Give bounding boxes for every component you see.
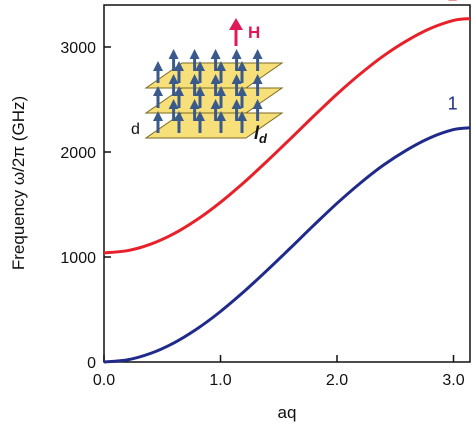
series-label-1: 1 xyxy=(448,94,458,114)
y-tick-label: 3000 xyxy=(60,40,96,57)
spin-arrow-icon xyxy=(174,61,184,83)
series-group xyxy=(103,17,471,364)
spin-arrow-icon xyxy=(252,99,263,121)
x-tick-label: 1.0 xyxy=(209,372,231,389)
layer-length-label: ld xyxy=(254,123,268,146)
plate-middle xyxy=(144,87,284,114)
spin-arrow-icon xyxy=(210,99,221,121)
x-tick-label: 2.0 xyxy=(326,372,348,389)
spin-arrow-icon xyxy=(195,86,205,108)
spin-arrow-icon xyxy=(195,61,205,83)
spin-arrow-icon xyxy=(189,99,200,121)
layer-length-main: l xyxy=(254,123,260,143)
spin-arrow-icon xyxy=(231,74,242,96)
spin-arrow-icon xyxy=(231,49,242,71)
series-line-1 xyxy=(103,126,471,364)
series-label-2: 2 xyxy=(448,0,458,4)
spin-arrow-icon xyxy=(195,111,205,133)
spin-arrow-icon xyxy=(189,74,200,96)
spin-arrow-icon xyxy=(174,111,184,133)
spin-arrow-icon xyxy=(153,86,163,108)
spin-arrow-icon xyxy=(216,111,226,133)
field-label: H xyxy=(248,23,260,42)
spin-arrow-icon xyxy=(153,111,163,133)
spin-arrow-icon xyxy=(174,86,184,108)
field-arrow-icon xyxy=(229,18,243,46)
spin-arrow-icon xyxy=(237,61,247,83)
spin-arrow-icon xyxy=(189,49,200,71)
plot-frame xyxy=(103,4,471,363)
series-line-2 xyxy=(103,17,471,255)
spin-arrow-icon xyxy=(168,74,179,96)
spin-arrow-icon xyxy=(168,49,179,71)
spin-arrows xyxy=(153,49,263,133)
spin-arrow-icon xyxy=(237,111,247,133)
plate-top xyxy=(144,62,284,89)
spin-arrow-icon xyxy=(210,74,221,96)
y-axis-ticks: 0 1000 2000 3000 xyxy=(60,40,111,372)
spin-arrow-icon xyxy=(153,61,163,83)
spin-arrow-icon xyxy=(168,99,179,121)
x-tick-label: 0.0 xyxy=(93,372,115,389)
layer-inset: H d ld xyxy=(131,18,284,146)
spin-arrow-icon xyxy=(252,74,263,96)
layer-spacing-label: d xyxy=(131,121,140,138)
spin-arrow-icon xyxy=(216,61,226,83)
y-axis-title: Frequency ω/2π (GHz) xyxy=(9,96,28,270)
spin-arrow-icon xyxy=(210,49,221,71)
y-tick-label: 0 xyxy=(87,355,96,372)
x-tick-label: 3.0 xyxy=(442,372,464,389)
x-axis-ticks: 0.0 1.0 2.0 3.0 xyxy=(93,355,465,389)
x-axis-title: aq xyxy=(278,403,297,422)
layer-length-subscript: d xyxy=(259,131,268,146)
spin-arrow-icon xyxy=(231,99,242,121)
y-tick-label: 1000 xyxy=(60,250,96,267)
spin-arrow-icon xyxy=(252,49,263,71)
spin-arrow-icon xyxy=(216,86,226,108)
spin-arrow-icon xyxy=(237,86,247,108)
y-tick-label: 2000 xyxy=(60,145,96,162)
